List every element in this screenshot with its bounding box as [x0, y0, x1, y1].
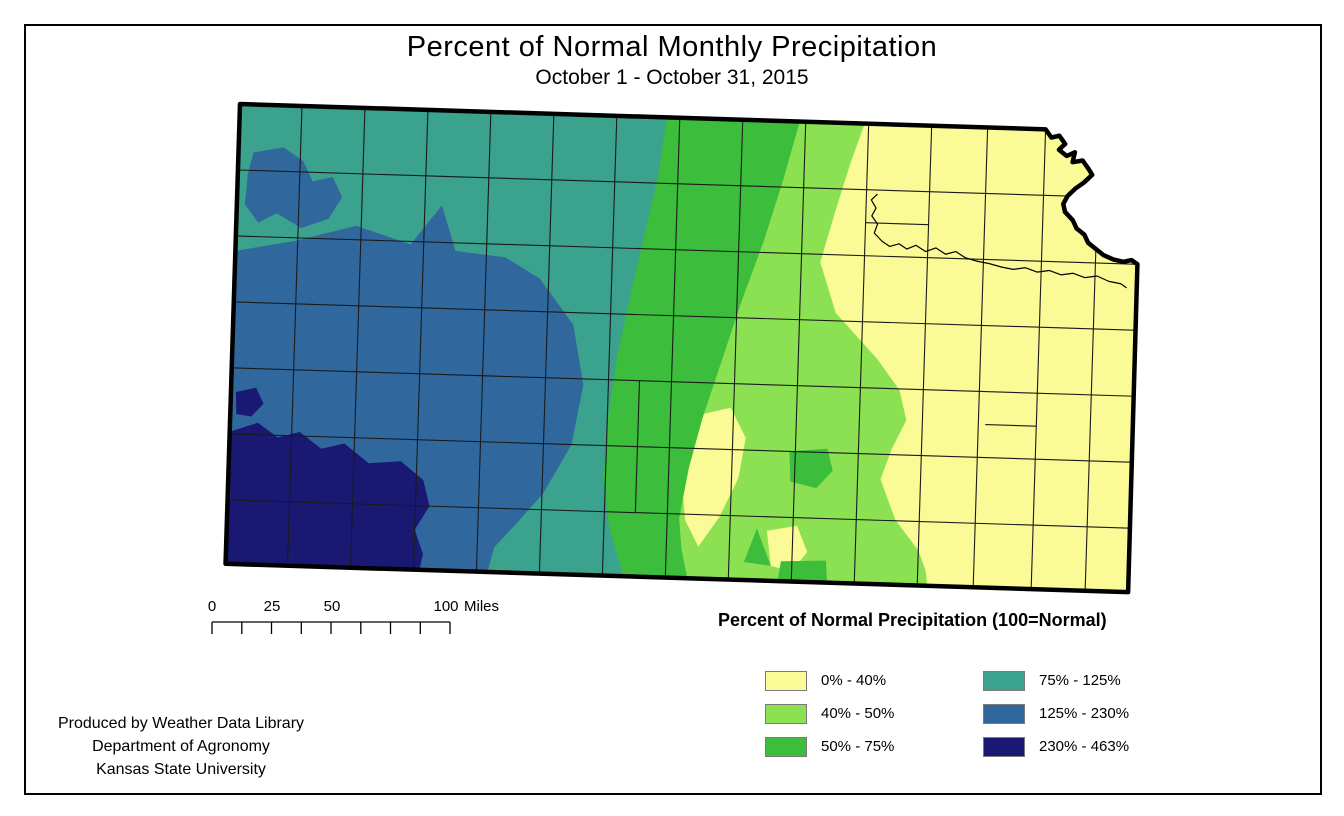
- legend-swatch-0-40: [765, 670, 807, 691]
- credits-line-2: Department of Agronomy: [92, 738, 270, 755]
- map-patch-50-75-a: [789, 448, 833, 489]
- legend-label-125-230: 125% - 230%: [1039, 705, 1130, 722]
- scale-label-100: 100: [433, 598, 459, 615]
- legend-label-0-40: 0% - 40%: [821, 672, 887, 689]
- legend-label-40-50: 40% - 50%: [821, 705, 895, 722]
- river-line: [870, 193, 1128, 289]
- scale-bar: [211, 621, 451, 634]
- credits-line-3: Kansas State University: [96, 761, 266, 778]
- scale-label-50: 50: [323, 598, 341, 615]
- county-boundaries: [225, 104, 1143, 593]
- legend-swatch-230-463: [983, 736, 1025, 757]
- map-patch-50-75-c: [777, 560, 828, 585]
- legend-item-125-230: 125% - 230%: [983, 703, 1129, 724]
- map-patch-50-75-b: [743, 528, 771, 566]
- legend-title: Percent of Normal Precipitation (100=Nor…: [718, 610, 1107, 630]
- credits-line-1: Produced by Weather Data Library: [57, 715, 305, 732]
- legend-swatch-40-50: [765, 703, 807, 724]
- scale-unit-label: Miles: [464, 598, 500, 615]
- map-patch-125-230-nw: [244, 147, 343, 228]
- legend-item-75-125: 75% - 125%: [983, 670, 1121, 691]
- legend-swatch-50-75: [765, 736, 807, 757]
- legend-label-230-463: 230% - 463%: [1039, 738, 1130, 755]
- legend-swatch-125-230: [983, 703, 1025, 724]
- page-title: Percent of Normal Monthly Precipitation: [406, 31, 938, 63]
- legend-item-230-463: 230% - 463%: [983, 736, 1129, 757]
- scale-label-25: 25: [263, 598, 281, 615]
- scale-label-0: 0: [207, 598, 217, 615]
- legend-item-0-40: 0% - 40%: [765, 670, 886, 691]
- map-region-230-463: [225, 422, 430, 575]
- legend-label-50-75: 50% - 75%: [821, 738, 895, 755]
- state-outline: [223, 101, 1140, 595]
- legend-item-40-50: 40% - 50%: [765, 703, 894, 724]
- map-enclave-0-40-a: [680, 407, 746, 547]
- map-patch-230-463: [235, 387, 264, 417]
- page-border-frame: [24, 24, 1322, 795]
- legend-label-75-125: 75% - 125%: [1039, 672, 1121, 689]
- map-enclave-0-40-b: [766, 525, 808, 572]
- legend-item-50-75: 50% - 75%: [765, 736, 894, 757]
- legend-swatch-75-125: [983, 670, 1025, 691]
- page-subtitle: October 1 - October 31, 2015: [535, 66, 809, 89]
- credits-block: Produced by Weather Data Library Departm…: [35, 712, 327, 781]
